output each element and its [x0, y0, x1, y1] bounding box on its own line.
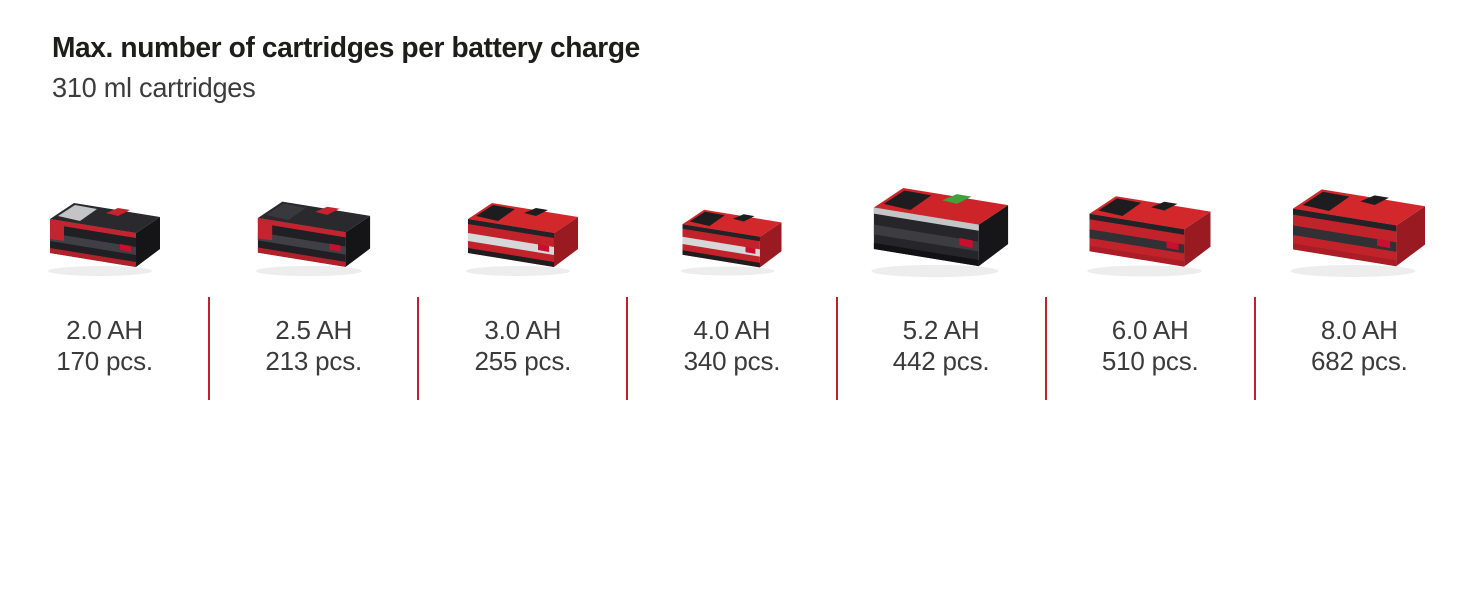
battery-labels: 2.5 AH 213 pcs.	[265, 315, 362, 377]
cartridge-count-label: 213 pcs.	[265, 346, 363, 376]
battery-pack-icon	[1290, 189, 1426, 277]
capacity-label: 3.0 AH	[484, 315, 562, 345]
capacity-label: 8.0 AH	[1320, 315, 1398, 345]
battery-column-4-0ah: 4.0 AH 340 pcs.	[627, 155, 838, 400]
capacity-label: 2.0 AH	[66, 315, 143, 345]
battery-pack-icon	[465, 203, 578, 276]
battery-pack-icon	[1087, 196, 1211, 277]
cartridge-count-label: 340 pcs.	[683, 346, 781, 376]
column-divider	[208, 297, 211, 400]
cartridge-count-label: 510 pcs.	[1101, 346, 1199, 376]
capacity-label: 6.0 AH	[1111, 315, 1189, 345]
battery-column-6-0ah: 6.0 AH 510 pcs.	[1046, 155, 1256, 400]
battery-image-box	[1255, 155, 1464, 285]
cartridge-count-label: 442 pcs.	[892, 346, 990, 376]
battery-pack-icon	[680, 209, 782, 276]
battery-column-8-0ah: 8.0 AH 682 pcs.	[1255, 155, 1464, 377]
battery-image-box	[1046, 155, 1255, 285]
cartridge-count-label: 682 pcs.	[1310, 346, 1408, 376]
header: Max. number of cartridges per battery ch…	[52, 30, 658, 107]
column-divider	[626, 297, 629, 400]
cartridge-count-label: 170 pcs.	[56, 346, 153, 376]
battery-image-box	[209, 155, 418, 285]
capacity-label: 5.2 AH	[902, 315, 980, 345]
battery-labels: 4.0 AH 340 pcs.	[684, 315, 781, 377]
capacity-label: 4.0 AH	[693, 315, 771, 345]
battery-image-box	[837, 155, 1046, 285]
battery-pack-icon	[47, 203, 160, 276]
battery-labels: 8.0 AH 682 pcs.	[1311, 315, 1408, 377]
column-divider	[835, 297, 838, 400]
column-divider	[1253, 297, 1256, 400]
battery-labels: 6.0 AH 510 pcs.	[1102, 315, 1199, 377]
battery-comparison-row: 2.0 AH 170 pcs. 2.5 AH 213 pcs.	[0, 155, 1464, 400]
battery-labels: 5.2 AH 442 pcs.	[893, 315, 990, 377]
battery-column-2-0ah: 2.0 AH 170 pcs.	[0, 155, 211, 400]
column-divider	[1044, 297, 1047, 400]
battery-column-3-0ah: 3.0 AH 255 pcs.	[418, 155, 629, 400]
capacity-label: 2.5 AH	[275, 315, 353, 345]
page-subtitle: 310 ml cartridges	[52, 72, 256, 103]
battery-labels: 3.0 AH 255 pcs.	[474, 315, 571, 377]
battery-image-box	[418, 155, 627, 285]
battery-column-2-5ah: 2.5 AH 213 pcs.	[209, 155, 420, 400]
battery-column-5-2ah: 5.2 AH 442 pcs.	[837, 155, 1047, 400]
column-divider	[417, 297, 420, 400]
cartridge-count-label: 255 pcs.	[474, 346, 572, 376]
battery-labels: 2.0 AH 170 pcs.	[56, 315, 153, 377]
battery-image-box	[627, 155, 836, 285]
page-title: Max. number of cartridges per battery ch…	[52, 32, 640, 64]
battery-pack-icon	[871, 188, 1009, 278]
battery-image-box	[0, 155, 209, 285]
battery-pack-icon	[255, 201, 370, 277]
